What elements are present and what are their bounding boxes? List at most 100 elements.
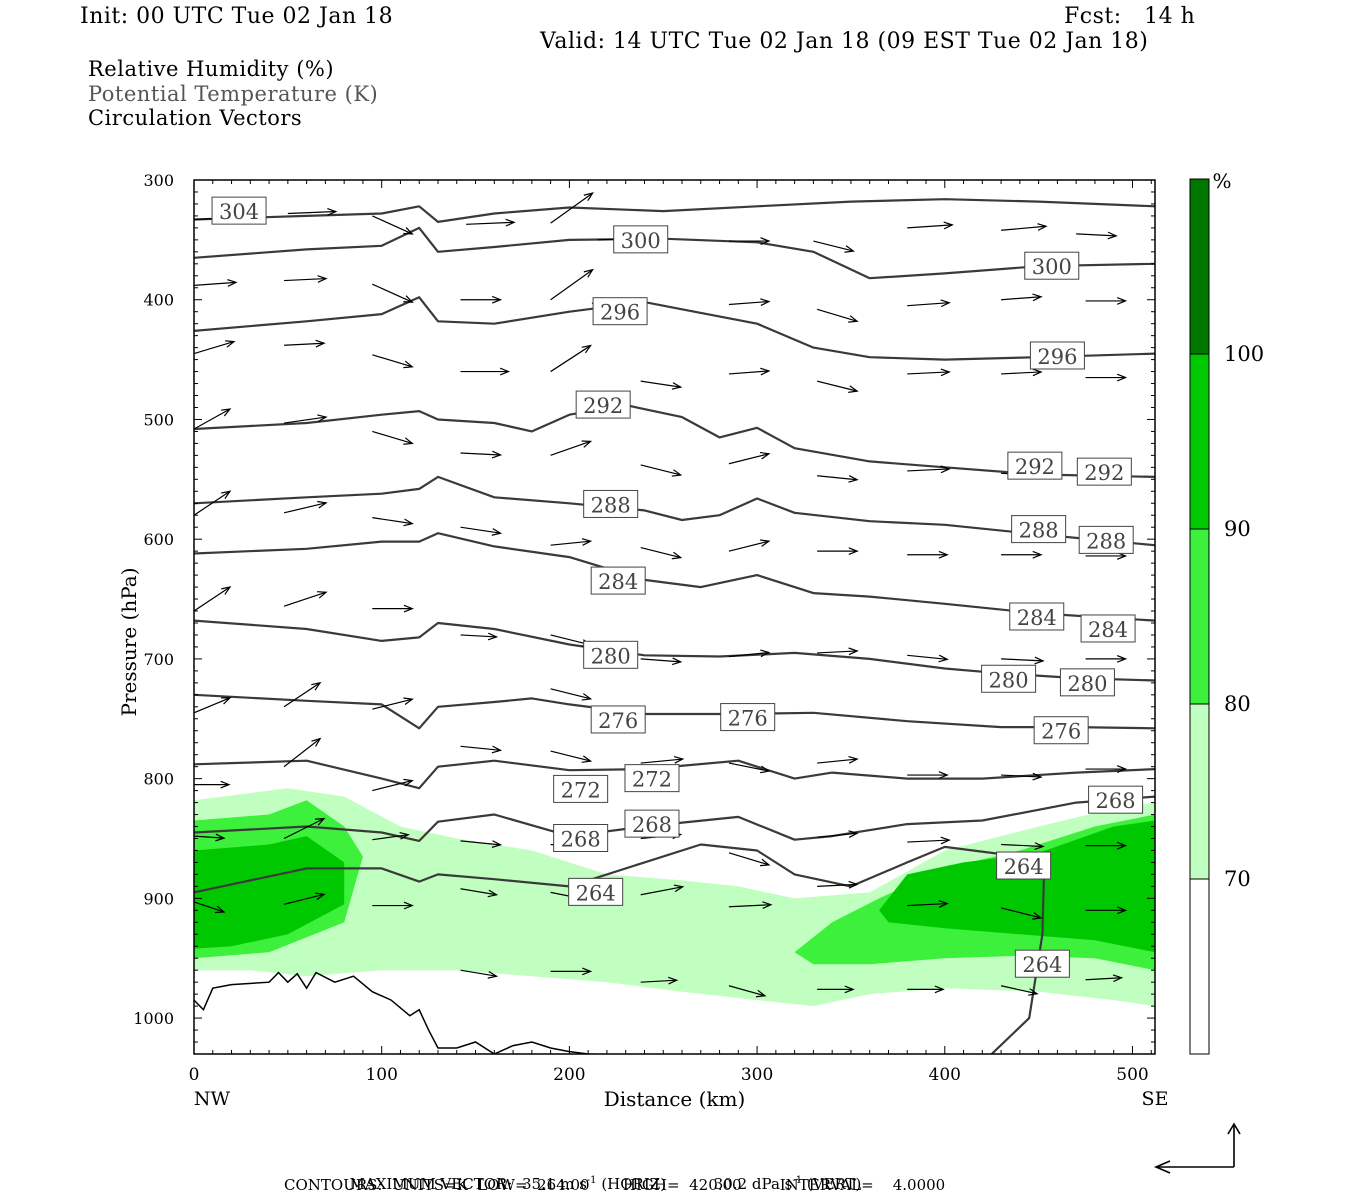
contour-label-text: 288 — [1019, 519, 1059, 543]
max-vertical-vector: 30.2 dPa s — [713, 1175, 793, 1193]
circulation-vector — [728, 298, 771, 307]
circulation-vector — [640, 976, 679, 985]
contour-label-text: 280 — [1067, 672, 1107, 696]
circulation-vector — [1000, 985, 1039, 996]
circulation-vector — [1085, 297, 1128, 305]
contour-label: 272 — [553, 774, 609, 803]
colorbar-label: 80 — [1224, 692, 1251, 716]
circulation-vector — [194, 490, 232, 516]
circulation-vector — [372, 430, 414, 445]
colorbar-label: 100 — [1224, 342, 1264, 366]
circulation-vector — [907, 465, 951, 474]
contour-label: 292 — [575, 390, 631, 419]
contour-label: 268 — [624, 809, 680, 838]
circulation-vector — [194, 697, 232, 714]
x-axis-title: Distance (km) — [604, 1087, 746, 1111]
circulation-vector — [283, 737, 322, 768]
valid-time: Valid: 14 UTC Tue 02 Jan 18 (09 EST Tue … — [540, 29, 1149, 54]
circulation-vector — [283, 817, 326, 840]
circulation-vector — [640, 755, 685, 764]
contour-label-text: 304 — [219, 200, 259, 224]
terrain-profile — [194, 971, 612, 1054]
x-end-label-nw: NW — [194, 1088, 231, 1110]
circulation-vector — [907, 221, 954, 230]
circulation-vector — [640, 464, 683, 477]
rh-region-90 — [194, 836, 345, 949]
contour-label: 280 — [583, 640, 639, 669]
reference-vector-icon — [1153, 1122, 1241, 1174]
circulation-vector — [460, 969, 499, 979]
circulation-vector — [194, 340, 236, 355]
axes: 300 400 500 600 700 800 900 1000 0 100 200 300 400 50… — [117, 171, 1168, 1111]
rh-region-90 — [879, 820, 1155, 953]
contour-label-text: 292 — [1084, 461, 1124, 485]
circulation-vector — [640, 380, 683, 390]
circulation-vector — [287, 207, 338, 216]
circulation-vector — [550, 750, 593, 763]
colorbar: 70 80 90 100% — [1189, 169, 1264, 1055]
circulation-vector — [907, 836, 951, 845]
circulation-vector — [372, 604, 414, 613]
circulation-vector — [817, 830, 859, 838]
circulation-vector — [460, 888, 499, 898]
contour-info: CONTOURS: UNITS=K LOW= 264.00 HIGH= 420.… — [284, 1176, 946, 1194]
circulation-vector — [728, 852, 771, 867]
circulation-vector — [907, 550, 949, 559]
x-tick-label: 500 — [1116, 1065, 1148, 1085]
circulation-vector — [817, 647, 859, 656]
circulation-vector — [372, 283, 414, 303]
contour-label-text: 268 — [1096, 789, 1136, 813]
circulation-vector — [550, 688, 593, 701]
x-tick-label: 0 — [189, 1065, 200, 1085]
contour-label-text: 268 — [632, 813, 672, 837]
y-tick-label: 500 — [143, 410, 174, 429]
circulation-vector — [1085, 906, 1128, 915]
circulation-vector — [728, 901, 773, 910]
relative-humidity-shading — [194, 788, 1155, 1007]
contour-label: 300 — [613, 225, 669, 254]
contour-label: 284 — [1080, 614, 1136, 643]
circulation-vector — [283, 892, 326, 905]
circulation-vector — [466, 218, 516, 227]
circulation-vector — [372, 697, 414, 710]
contour-label: 280 — [981, 664, 1037, 693]
circulation-vector — [640, 884, 685, 896]
circulation-vector — [1076, 231, 1118, 240]
theta-contour-304 — [194, 198, 1155, 223]
y-axis-title: Pressure (hPa) — [117, 568, 141, 717]
colorbar-segment — [1190, 354, 1209, 529]
colorbar-segment — [1190, 879, 1209, 1054]
circulation-vector — [283, 681, 322, 708]
circulation-vector — [907, 900, 949, 908]
contour-label: 292 — [1007, 451, 1063, 480]
circulation-vector — [728, 762, 771, 774]
contour-label-text: 300 — [621, 229, 661, 253]
legend-relative-humidity: Relative Humidity (%) — [88, 57, 335, 81]
y-tick-label: 400 — [143, 291, 174, 310]
x-end-label-se: SE — [1142, 1088, 1169, 1110]
legend-potential-temperature: Potential Temperature (K) — [88, 82, 379, 106]
circulation-vector — [817, 475, 859, 483]
circulation-vector — [194, 586, 232, 612]
circulation-vector — [460, 450, 503, 459]
forecast-hour: Fcst: 14 h — [1064, 4, 1196, 29]
x-tick-label: 100 — [365, 1065, 397, 1085]
contour-label-text: 280 — [989, 668, 1029, 692]
init-time: Init: 00 UTC Tue 02 Jan 18 — [80, 4, 394, 29]
contour-label-text: 276 — [1041, 720, 1081, 744]
max-horizontal-exponent: -1 — [586, 1175, 597, 1186]
y-tick-label: 900 — [143, 889, 174, 908]
theta-contour-276 — [194, 693, 1155, 730]
circulation-vector — [728, 367, 771, 376]
contour-label-text: 284 — [598, 570, 638, 594]
y-tick-label: 600 — [143, 530, 174, 549]
circulation-vector — [1001, 368, 1043, 377]
circulation-vector — [194, 833, 226, 842]
circulation-vector — [1000, 907, 1043, 920]
circulation-vector — [1001, 842, 1045, 850]
circulation-vector — [817, 985, 855, 994]
circulation-vector — [816, 308, 859, 323]
circulation-vector — [907, 771, 949, 779]
circulation-vector — [460, 526, 503, 536]
